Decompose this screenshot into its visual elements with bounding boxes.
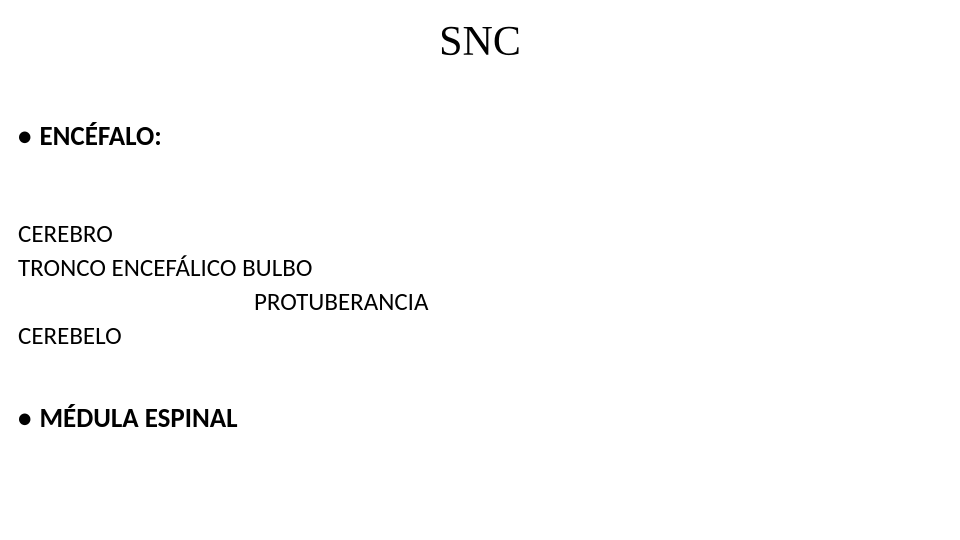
- bullet-marker: •: [18, 120, 31, 153]
- bullet-medula-text: MÉDULA ESPINAL: [39, 402, 237, 435]
- line-tronco: TRONCO ENCEFÁLICO BULBO: [18, 252, 312, 283]
- bullet-medula: •MÉDULA ESPINAL: [18, 402, 238, 435]
- bullet-encefalo: •ENCÉFALO:: [18, 120, 162, 153]
- bullet-marker: •: [18, 402, 31, 435]
- line-cerebelo: CEREBELO: [18, 320, 122, 351]
- line-protuberancia: PROTUBERANCIA: [254, 286, 428, 317]
- slide-title: SNC: [0, 18, 960, 66]
- line-cerebro: CEREBRO: [18, 218, 113, 249]
- bullet-encefalo-text: ENCÉFALO:: [39, 120, 161, 153]
- slide-container: SNC •ENCÉFALO: CEREBRO TRONCO ENCEFÁLICO…: [0, 0, 960, 540]
